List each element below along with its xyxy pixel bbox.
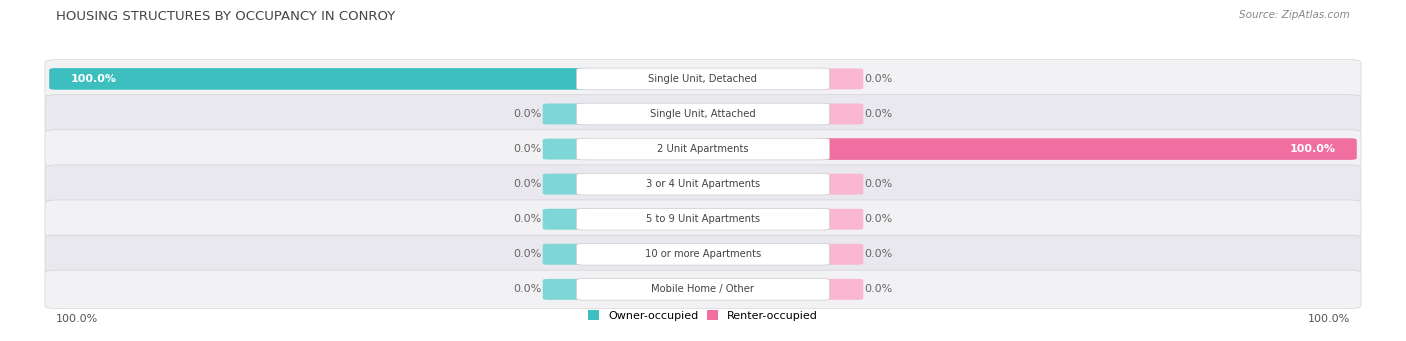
FancyBboxPatch shape [576, 173, 830, 195]
FancyBboxPatch shape [576, 243, 830, 265]
FancyBboxPatch shape [543, 174, 589, 195]
Text: 5 to 9 Unit Apartments: 5 to 9 Unit Apartments [645, 214, 761, 224]
FancyBboxPatch shape [817, 174, 863, 195]
Text: 0.0%: 0.0% [513, 179, 541, 189]
Text: 100.0%: 100.0% [1308, 314, 1350, 324]
FancyBboxPatch shape [815, 138, 1357, 160]
FancyBboxPatch shape [543, 244, 589, 265]
FancyBboxPatch shape [817, 104, 863, 124]
Text: 0.0%: 0.0% [865, 249, 893, 259]
Text: 100.0%: 100.0% [56, 314, 98, 324]
FancyBboxPatch shape [543, 279, 589, 300]
Text: 0.0%: 0.0% [865, 74, 893, 84]
FancyBboxPatch shape [543, 104, 589, 124]
Text: 0.0%: 0.0% [865, 214, 893, 224]
FancyBboxPatch shape [45, 60, 1361, 98]
Text: 0.0%: 0.0% [513, 144, 541, 154]
FancyBboxPatch shape [543, 209, 589, 230]
Text: HOUSING STRUCTURES BY OCCUPANCY IN CONROY: HOUSING STRUCTURES BY OCCUPANCY IN CONRO… [56, 10, 395, 23]
FancyBboxPatch shape [576, 208, 830, 230]
FancyBboxPatch shape [45, 200, 1361, 238]
Text: 0.0%: 0.0% [513, 109, 541, 119]
Text: 3 or 4 Unit Apartments: 3 or 4 Unit Apartments [645, 179, 761, 189]
Text: Source: ZipAtlas.com: Source: ZipAtlas.com [1239, 10, 1350, 20]
FancyBboxPatch shape [817, 279, 863, 300]
FancyBboxPatch shape [817, 244, 863, 265]
FancyBboxPatch shape [576, 138, 830, 160]
FancyBboxPatch shape [817, 69, 863, 89]
FancyBboxPatch shape [45, 130, 1361, 168]
FancyBboxPatch shape [49, 68, 591, 90]
FancyBboxPatch shape [576, 279, 830, 300]
Text: Single Unit, Attached: Single Unit, Attached [650, 109, 756, 119]
Text: Single Unit, Detached: Single Unit, Detached [648, 74, 758, 84]
FancyBboxPatch shape [45, 165, 1361, 203]
FancyBboxPatch shape [45, 95, 1361, 133]
FancyBboxPatch shape [45, 235, 1361, 273]
Text: 0.0%: 0.0% [513, 214, 541, 224]
Text: 10 or more Apartments: 10 or more Apartments [645, 249, 761, 259]
Legend: Owner-occupied, Renter-occupied: Owner-occupied, Renter-occupied [583, 306, 823, 325]
Text: Mobile Home / Other: Mobile Home / Other [651, 284, 755, 294]
FancyBboxPatch shape [45, 270, 1361, 309]
FancyBboxPatch shape [817, 209, 863, 230]
FancyBboxPatch shape [543, 138, 589, 160]
Text: 0.0%: 0.0% [513, 249, 541, 259]
Text: 0.0%: 0.0% [513, 284, 541, 294]
Text: 0.0%: 0.0% [865, 179, 893, 189]
Text: 2 Unit Apartments: 2 Unit Apartments [657, 144, 749, 154]
Text: 0.0%: 0.0% [865, 109, 893, 119]
FancyBboxPatch shape [576, 68, 830, 90]
Text: 0.0%: 0.0% [865, 284, 893, 294]
FancyBboxPatch shape [576, 103, 830, 125]
Text: 100.0%: 100.0% [1289, 144, 1336, 154]
Text: 100.0%: 100.0% [70, 74, 117, 84]
